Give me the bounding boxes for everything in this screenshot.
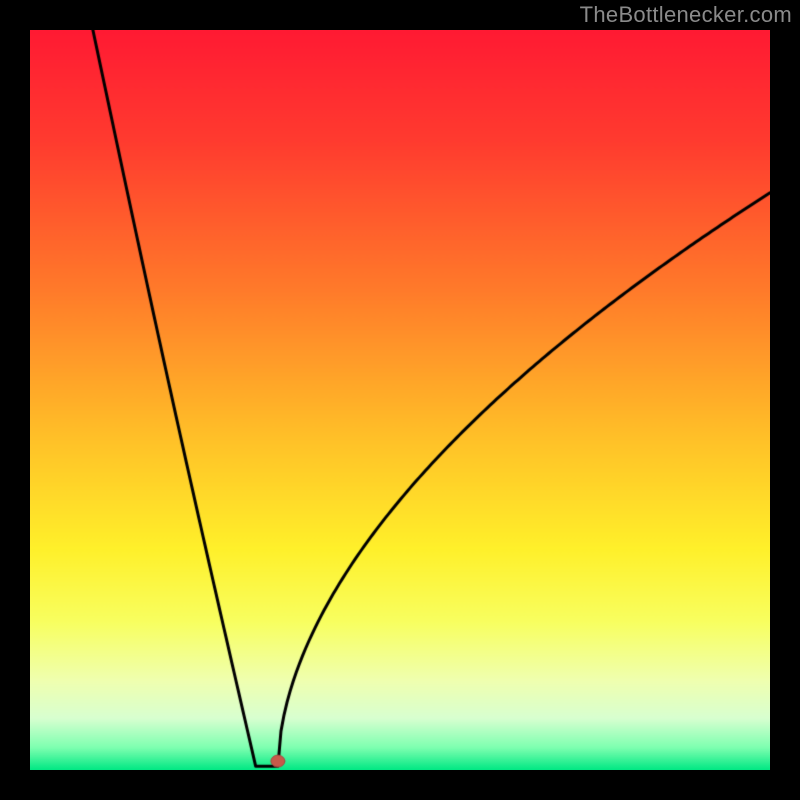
plot-canvas — [30, 30, 770, 770]
bottleneck-plot — [30, 30, 770, 770]
chart-frame: TheBottlenecker.com — [0, 0, 800, 800]
watermark-text: TheBottlenecker.com — [580, 2, 792, 28]
